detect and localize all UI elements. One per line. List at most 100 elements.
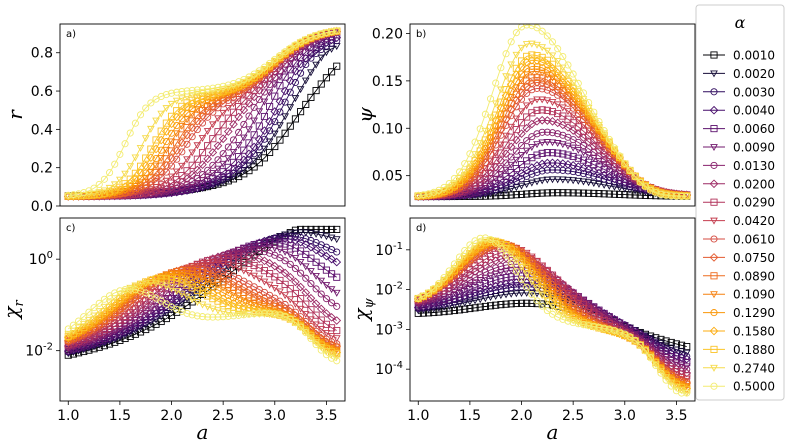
data-point	[203, 259, 212, 267]
data-point	[172, 287, 181, 295]
legend-item: 0.0040	[703, 104, 775, 118]
data-point	[291, 232, 299, 240]
data-point	[327, 312, 336, 322]
legend-marker	[710, 70, 718, 78]
series-group	[413, 24, 692, 201]
data-point	[301, 229, 310, 237]
data-point	[522, 271, 531, 279]
data-point	[74, 324, 83, 332]
data-point	[543, 176, 552, 184]
data-point	[312, 321, 320, 329]
data-point	[440, 183, 448, 191]
data-point	[626, 167, 634, 175]
y-tick-label: 0.4	[31, 122, 53, 138]
data-point	[678, 192, 686, 200]
data-point	[564, 61, 572, 69]
data-point	[568, 161, 578, 170]
data-point	[517, 283, 526, 291]
data-point	[229, 108, 238, 116]
data-point	[276, 311, 284, 319]
data-point	[245, 126, 253, 134]
data-point	[491, 150, 500, 158]
data-point	[543, 128, 551, 136]
data-point	[430, 284, 438, 293]
data-point	[157, 184, 165, 192]
data-point	[281, 240, 289, 248]
data-point	[79, 320, 88, 328]
data-point	[652, 189, 660, 197]
data-point	[100, 303, 109, 311]
data-point	[450, 292, 458, 300]
data-point	[188, 110, 197, 118]
data-point	[250, 103, 258, 111]
data-point	[497, 285, 505, 293]
data-point	[281, 48, 289, 56]
data-point	[255, 108, 264, 116]
data-point	[507, 153, 515, 161]
data-point	[100, 308, 108, 316]
data-point	[245, 167, 253, 175]
data-point	[85, 191, 93, 199]
data-point	[183, 156, 191, 164]
legend-marker	[710, 272, 718, 280]
data-point	[333, 248, 341, 256]
y-tick-label: 0.6	[31, 84, 53, 100]
data-point	[90, 191, 98, 199]
data-point	[502, 191, 510, 199]
data-point	[235, 103, 243, 111]
data-point	[523, 24, 531, 29]
legend-marker	[710, 291, 718, 299]
data-point	[538, 300, 546, 308]
data-point	[419, 306, 428, 314]
data-point	[574, 138, 582, 146]
data-point	[327, 333, 336, 340]
data-point	[204, 166, 212, 174]
data-point	[425, 289, 433, 297]
data-point	[255, 152, 264, 160]
data-point	[486, 158, 495, 166]
data-point	[528, 154, 536, 162]
data-point	[131, 301, 140, 309]
data-point	[291, 236, 300, 245]
data-point	[543, 298, 552, 306]
data-point	[523, 263, 531, 272]
data-point	[131, 313, 139, 321]
data-point	[584, 309, 593, 317]
data-point	[563, 160, 573, 169]
data-point	[64, 330, 73, 338]
data-point	[214, 265, 222, 274]
data-point	[543, 189, 551, 197]
data-point	[579, 170, 588, 178]
data-point	[224, 86, 232, 94]
data-point	[136, 179, 145, 187]
data-point	[157, 110, 166, 118]
data-point	[435, 308, 443, 316]
legend: α 0.0010 0.0020 0.0030 0.0040 0.0060 0.0090 0.0…	[695, 4, 785, 401]
data-point	[271, 55, 279, 63]
data-point	[517, 252, 526, 260]
data-point	[167, 173, 176, 181]
data-point	[312, 87, 320, 95]
legend-item: 0.2740	[703, 361, 775, 375]
data-point	[322, 266, 330, 274]
panel-tag: c)	[66, 223, 75, 234]
data-point	[286, 296, 295, 304]
data-point	[141, 135, 150, 143]
data-point	[152, 117, 160, 125]
data-point	[245, 297, 253, 305]
data-point	[461, 160, 469, 168]
data-point	[126, 175, 134, 183]
data-point	[466, 298, 474, 306]
data-point	[193, 312, 201, 320]
data-point	[276, 239, 284, 247]
data-point	[517, 299, 526, 307]
data-point	[626, 186, 634, 194]
data-point	[595, 117, 603, 126]
legend-item: 0.0090	[703, 141, 775, 155]
data-point	[188, 291, 197, 299]
data-point	[203, 286, 212, 296]
data-point	[316, 304, 326, 314]
data-point	[527, 98, 536, 106]
data-point	[147, 302, 155, 310]
data-point	[173, 139, 181, 147]
